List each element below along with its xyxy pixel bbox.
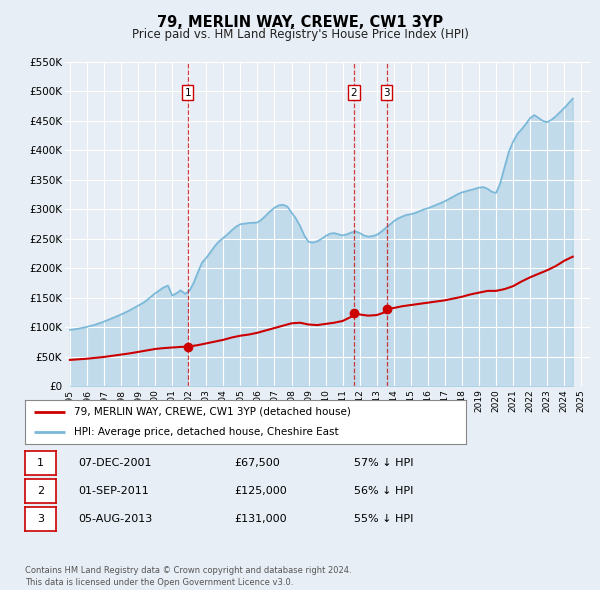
Text: Contains HM Land Registry data © Crown copyright and database right 2024.
This d: Contains HM Land Registry data © Crown c… xyxy=(25,566,352,587)
Text: 2: 2 xyxy=(37,486,44,496)
Text: 57% ↓ HPI: 57% ↓ HPI xyxy=(354,458,413,468)
Text: 1: 1 xyxy=(185,88,191,98)
Text: £67,500: £67,500 xyxy=(234,458,280,468)
Text: 2: 2 xyxy=(351,88,358,98)
Text: 56% ↓ HPI: 56% ↓ HPI xyxy=(354,486,413,496)
Text: 07-DEC-2001: 07-DEC-2001 xyxy=(78,458,151,468)
Text: Price paid vs. HM Land Registry's House Price Index (HPI): Price paid vs. HM Land Registry's House … xyxy=(131,28,469,41)
Text: 05-AUG-2013: 05-AUG-2013 xyxy=(78,514,152,524)
Text: HPI: Average price, detached house, Cheshire East: HPI: Average price, detached house, Ches… xyxy=(74,427,338,437)
Text: 01-SEP-2011: 01-SEP-2011 xyxy=(78,486,149,496)
Text: 55% ↓ HPI: 55% ↓ HPI xyxy=(354,514,413,524)
Text: 3: 3 xyxy=(37,514,44,524)
Text: 79, MERLIN WAY, CREWE, CW1 3YP: 79, MERLIN WAY, CREWE, CW1 3YP xyxy=(157,15,443,30)
Text: £125,000: £125,000 xyxy=(234,486,287,496)
Text: 3: 3 xyxy=(383,88,390,98)
Text: 1: 1 xyxy=(37,458,44,468)
Text: £131,000: £131,000 xyxy=(234,514,287,524)
Text: 79, MERLIN WAY, CREWE, CW1 3YP (detached house): 79, MERLIN WAY, CREWE, CW1 3YP (detached… xyxy=(74,407,350,417)
